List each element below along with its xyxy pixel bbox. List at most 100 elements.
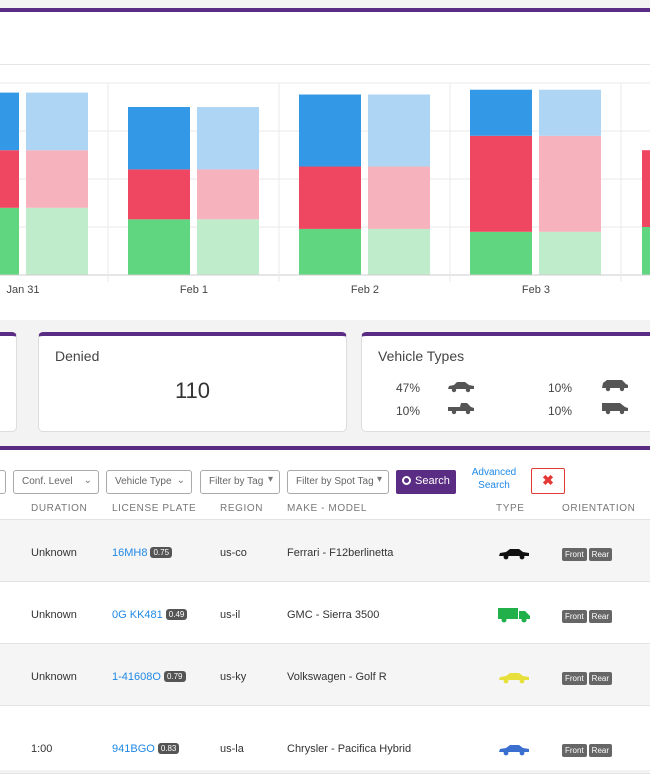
- vehicle-type-label: Vehicle Type: [115, 476, 172, 487]
- cell-orientation: Front Rear: [562, 672, 614, 685]
- table-row[interactable]: Unknown 16MH8 0.75 us-co Ferrari - F12berlin…: [0, 520, 650, 582]
- suv-icon: [602, 380, 628, 392]
- confidence-badge: 0.75: [150, 547, 173, 558]
- bar-segment-top[interactable]: [0, 92, 19, 151]
- conf-level-select[interactable]: Conf. Level ⌄: [13, 470, 99, 494]
- bar-segment-top[interactable]: [128, 107, 190, 170]
- stat-card-partial: [0, 332, 17, 432]
- bar-segment-middle[interactable]: [128, 169, 190, 220]
- cell-region: us-co: [220, 547, 247, 559]
- bar-segment-middle[interactable]: [197, 169, 259, 220]
- stat-card-vehicle-types: Vehicle Types 47% 10% 10% 10%: [361, 332, 650, 432]
- rear-tag[interactable]: Rear: [588, 610, 613, 623]
- bar-segment-bottom[interactable]: [197, 219, 259, 275]
- denied-title: Denied: [55, 348, 100, 364]
- filter-by-tag-label: Filter by Tag: [209, 476, 264, 487]
- sedan-icon: [499, 673, 529, 684]
- rear-tag[interactable]: Rear: [588, 672, 613, 685]
- cell-duration: 1:00: [31, 743, 53, 755]
- license-plate-link[interactable]: 1-41608O: [112, 671, 161, 683]
- table-row[interactable]: 1:00 941BGO 0.83 us-la Chrysler - Pacifica H…: [0, 706, 650, 774]
- rear-tag[interactable]: Rear: [588, 744, 613, 757]
- license-plate-link[interactable]: 16MH8: [112, 547, 148, 559]
- cell-make-model: Volkswagen - Golf R: [287, 671, 387, 683]
- van-icon: [602, 403, 628, 415]
- sedan-icon: [448, 382, 474, 393]
- search-button[interactable]: Search: [396, 470, 456, 494]
- header-make-model[interactable]: MAKE - MODEL: [287, 503, 367, 514]
- cell-license-plate: 941BGO 0.83: [112, 743, 180, 755]
- bar-segment-bottom[interactable]: [299, 228, 361, 275]
- sedan-icon: [499, 745, 529, 756]
- header-type[interactable]: TYPE: [496, 503, 525, 514]
- chart-header-divider: [0, 64, 650, 65]
- vehicle-type-pct: 10%: [395, 404, 420, 418]
- stacked-bar-chart: Jan 31 Feb 1 Feb 2 Feb 3: [0, 82, 650, 296]
- bar-segment-top[interactable]: [299, 94, 361, 167]
- license-plate-link[interactable]: 941BGO: [112, 743, 155, 755]
- truck-icon: [498, 608, 530, 623]
- partial-filter-select[interactable]: [0, 470, 6, 494]
- vehicle-types-title: Vehicle Types: [378, 348, 465, 364]
- vehicle-type-pct: 10%: [547, 404, 572, 418]
- filter-by-spot-tag-select[interactable]: Filter by Spot Tag ▾: [287, 470, 389, 494]
- license-plate-link[interactable]: 0G KK481: [112, 609, 163, 621]
- cell-region: us-ky: [220, 671, 247, 683]
- front-tag[interactable]: Front: [562, 548, 587, 561]
- bar-segment-bottom[interactable]: [642, 227, 650, 275]
- table-row[interactable]: Unknown 1-41608O 0.79 us-ky Volkswagen - Gol…: [0, 644, 650, 706]
- chevron-down-icon: ⌄: [176, 475, 185, 486]
- cell-duration: Unknown: [31, 609, 77, 621]
- cell-license-plate: 0G KK481 0.49: [112, 609, 188, 621]
- x-tick-label: Feb 3: [522, 284, 550, 296]
- advanced-search-link[interactable]: Advanced Search: [471, 467, 517, 491]
- bar-segment-middle[interactable]: [470, 135, 532, 232]
- vehicle-type-select[interactable]: Vehicle Type ⌄: [106, 470, 192, 494]
- bar-segment-middle[interactable]: [26, 150, 88, 208]
- cell-make-model: GMC - Sierra 3500: [287, 609, 380, 621]
- x-tick-label: Feb 1: [180, 284, 208, 296]
- bar-segment-top[interactable]: [470, 89, 532, 136]
- x-tick-label: Feb 2: [351, 284, 379, 296]
- cell-orientation: Front Rear: [562, 610, 614, 623]
- bar-segment-middle[interactable]: [299, 166, 361, 229]
- x-tick-label: Jan 31: [6, 284, 39, 296]
- chevron-down-icon: ⌄: [83, 475, 92, 486]
- cell-region: us-il: [220, 609, 241, 621]
- bar-segment-top[interactable]: [26, 92, 88, 151]
- bar-segment-bottom[interactable]: [0, 207, 19, 275]
- confidence-badge: 0.83: [157, 743, 180, 754]
- vehicle-type-pct: 10%: [547, 381, 572, 395]
- bar-segment-bottom[interactable]: [470, 231, 532, 275]
- bar-segment-middle[interactable]: [539, 135, 601, 232]
- bar-segment-top[interactable]: [368, 94, 430, 167]
- bar-segment-top[interactable]: [197, 107, 259, 170]
- bar-segment-bottom[interactable]: [539, 231, 601, 275]
- bar-segment-middle[interactable]: [368, 166, 430, 229]
- clear-filters-button[interactable]: ✖: [531, 468, 565, 494]
- filter-by-tag-select[interactable]: Filter by Tag ▾: [200, 470, 280, 494]
- bar-segment-top[interactable]: [539, 89, 601, 136]
- front-tag[interactable]: Front: [562, 744, 587, 757]
- bar-segment-bottom[interactable]: [128, 219, 190, 275]
- confidence-badge: 0.49: [165, 609, 188, 620]
- denied-value: 110: [174, 378, 211, 403]
- header-region[interactable]: REGION: [220, 503, 264, 514]
- header-duration[interactable]: DURATION: [31, 503, 88, 514]
- cell-make-model: Ferrari - F12berlinetta: [287, 547, 394, 559]
- cell-duration: Unknown: [31, 547, 77, 559]
- table-row[interactable]: Unknown 0G KK481 0.49 us-il GMC - Sierra 350…: [0, 582, 650, 644]
- bar-segment-middle[interactable]: [0, 150, 19, 208]
- front-tag[interactable]: Front: [562, 672, 587, 685]
- results-table-card: Conf. Level ⌄ Vehicle Type ⌄ Filter by T…: [0, 446, 650, 774]
- search-button-label: Search: [415, 475, 450, 487]
- bar-segment-bottom[interactable]: [26, 207, 88, 275]
- filter-by-spot-tag-label: Filter by Spot Tag: [296, 476, 374, 487]
- front-tag[interactable]: Front: [562, 610, 587, 623]
- bar-segment-bottom[interactable]: [368, 228, 430, 275]
- caret-down-icon: ▾: [267, 474, 273, 485]
- rear-tag[interactable]: Rear: [588, 548, 613, 561]
- header-license-plate[interactable]: LICENSE PLATE: [112, 503, 197, 514]
- header-orientation[interactable]: ORIENTATION: [562, 503, 636, 514]
- bar-segment-middle[interactable]: [642, 150, 650, 227]
